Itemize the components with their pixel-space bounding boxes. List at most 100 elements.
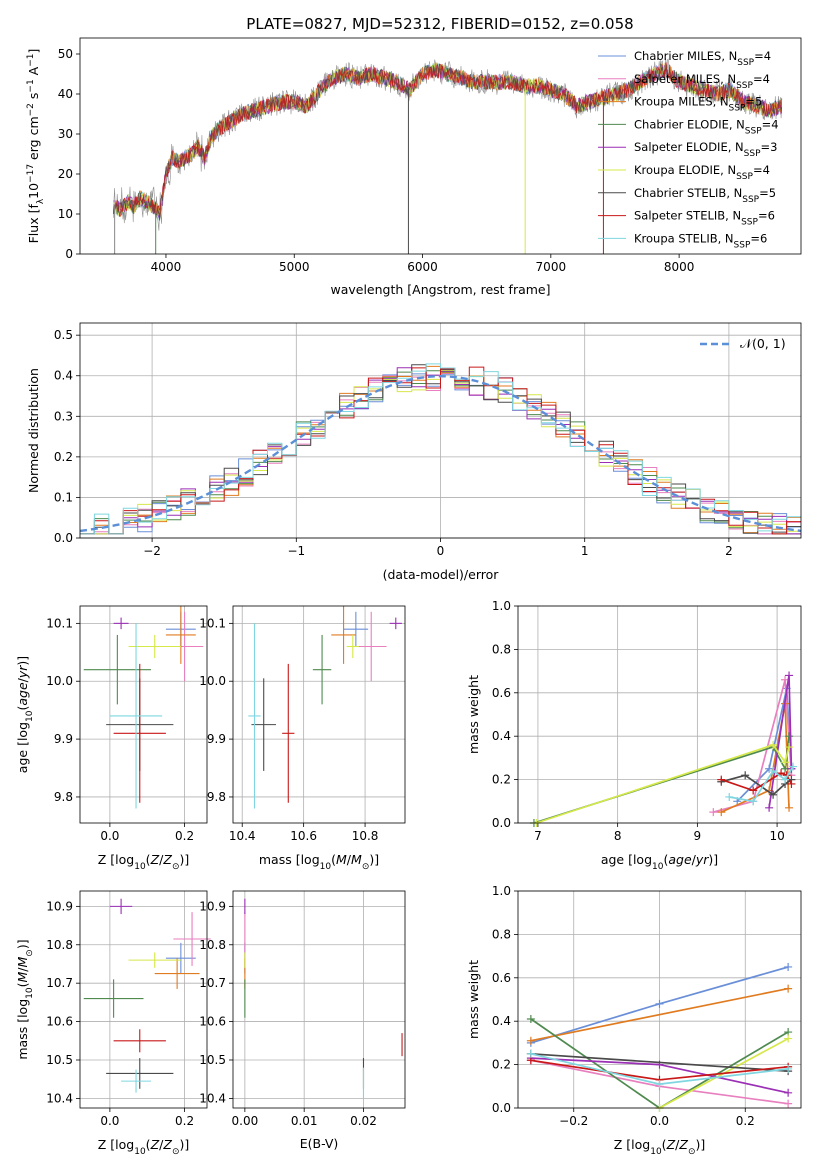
y-tick-label: 30 <box>58 127 73 141</box>
panel-spectrum: 4000 5000 6000 7000 8000 0 10 20 30 40 50 wavelengt… <box>26 37 802 297</box>
y-tick-label: 0.5 <box>54 328 73 342</box>
x-tick-label: −1 <box>287 544 305 558</box>
weight-marker <box>789 762 798 771</box>
y-tick-label: 10.5 <box>199 1053 226 1067</box>
weight-marker <box>784 1099 793 1108</box>
x-tick-label: 9 <box>694 829 702 843</box>
weight-marker <box>717 775 726 784</box>
x-axis-label: (data-model)/error <box>383 567 500 582</box>
plot-area <box>248 606 402 809</box>
weight-marker <box>784 1064 793 1073</box>
y-tick-label: 1.0 <box>492 884 511 898</box>
histogram-step <box>80 369 801 535</box>
model-spectrum-line <box>113 63 783 217</box>
y-tick-label: 0.4 <box>492 1014 511 1028</box>
x-axis-label: wavelength [Angstrom, rest frame] <box>330 282 550 297</box>
y-tick-label: 10.6 <box>199 1015 226 1029</box>
x-tick-label: 0.02 <box>350 1114 377 1128</box>
panel-mass-age: 10.4 10.6 10.8 9.8 9.9 10.0 10.1 mass [log10(M/… <box>199 605 406 872</box>
weight-marker <box>655 1080 664 1089</box>
x-tick-label: 10.8 <box>352 829 379 843</box>
y-tick-label: 10.4 <box>46 1091 73 1105</box>
axes-frame <box>232 605 406 824</box>
weight-marker <box>781 758 790 767</box>
weight-marker <box>785 671 794 680</box>
legend: Chabrier MILES, NSSP=4 Salpeter MILES, NS… <box>598 49 779 250</box>
legend-label: Kroupa MILES, NSSP=5 <box>634 95 762 114</box>
weight-marker <box>769 766 778 775</box>
weight-marker <box>785 803 794 812</box>
y-tick-label: 10.1 <box>46 616 73 630</box>
x-tick-label: 0.2 <box>736 1114 755 1128</box>
weight-line <box>536 743 790 824</box>
panel-Z-weight: −0.2 0.0 0.2 0.0 0.2 0.4 0.6 0.8 1.0 mass weight Z… <box>466 884 802 1157</box>
weight-line <box>530 1052 789 1072</box>
panel-age-weight: 7 8 9 10 0.0 0.2 0.4 0.6 0.8 1.0 mass weight age [l… <box>466 599 802 872</box>
weight-marker <box>709 808 718 817</box>
weight-marker <box>526 1049 535 1058</box>
model-spectrum-line <box>113 62 783 221</box>
x-tick-label: 1 <box>581 544 589 558</box>
y-tick-label: 20 <box>58 167 73 181</box>
plot-area <box>529 671 798 827</box>
y-tick-label: 9.9 <box>54 732 73 746</box>
weight-marker <box>781 775 790 784</box>
y-tick-label: 9.8 <box>207 790 226 804</box>
weight-marker <box>765 803 774 812</box>
plot-area <box>83 898 211 1093</box>
x-tick-label: 0 <box>437 544 445 558</box>
weight-marker <box>784 1088 793 1097</box>
y-tick-label: 10 <box>58 207 73 221</box>
weight-marker <box>785 732 794 741</box>
axes-frame <box>517 890 802 1109</box>
y-tick-label: 0 <box>65 247 73 261</box>
weight-marker <box>787 779 796 788</box>
legend-label: Kroupa ELODIE, NSSP=4 <box>634 163 770 182</box>
weight-marker <box>749 786 758 795</box>
weight-marker <box>526 1036 535 1045</box>
x-tick-label: 0.0 <box>650 1114 669 1128</box>
panel-ebv-mass: 0.00 0.01 0.02 10.4 10.5 10.6 10.7 10.8 10.9 E(B-… <box>199 890 406 1151</box>
x-tick-label: 0.0 <box>100 829 119 843</box>
x-tick-label: 10.4 <box>229 829 256 843</box>
axes-frame <box>79 322 802 539</box>
y-tick-label: 0.4 <box>492 729 511 743</box>
y-tick-label: 50 <box>58 47 73 61</box>
weight-marker <box>769 740 778 749</box>
y-tick-label: 0.2 <box>492 1058 511 1072</box>
legend-label: Chabrier STELIB, NSSP=5 <box>634 186 776 205</box>
x-tick-label: 8 <box>614 829 622 843</box>
y-tick-label: 10.7 <box>199 976 226 990</box>
weight-marker <box>749 797 758 806</box>
axes-frame <box>79 37 802 255</box>
y-tick-label: 0.8 <box>492 927 511 941</box>
x-axis-label: Z [log10(Z/Z⊙)] <box>98 852 190 872</box>
y-tick-label: 0.0 <box>492 816 511 830</box>
y-tick-label: 0.2 <box>492 773 511 787</box>
weight-marker <box>725 792 734 801</box>
axes-frame <box>79 605 208 824</box>
y-tick-label: 10.4 <box>199 1091 226 1105</box>
weight-marker <box>741 771 750 780</box>
legend-label: Salpeter ELODIE, NSSP=3 <box>634 140 777 159</box>
y-axis-label: Normed distribution <box>26 368 41 493</box>
y-tick-label: 0.6 <box>492 971 511 985</box>
y-axis-label: mass weight <box>466 960 481 1039</box>
legend-label: Chabrier ELODIE, NSSP=4 <box>634 117 779 136</box>
legend-label: 𝒩(0, 1) <box>740 336 786 351</box>
plots-layer: 4000 5000 6000 7000 800001020304050wavelengt… <box>15 37 802 1157</box>
x-axis-label: Z [log10(Z/Z⊙)] <box>98 1137 190 1157</box>
panel-Z-age: 0.0 0.2 9.8 9.9 10.0 10.1 Z [log10(Z/Z⊙)] age [… <box>15 605 208 872</box>
y-tick-label: 0.6 <box>492 686 511 700</box>
y-axis-label: Flux [fλ10−17 erg cm−2 s−1 A−1] <box>26 49 46 244</box>
x-tick-label: 0.2 <box>175 1114 194 1128</box>
legend-label: Salpeter STELIB, NSSP=6 <box>634 209 775 228</box>
y-tick-label: 10.8 <box>46 938 73 952</box>
x-tick-label: 7 <box>534 829 542 843</box>
weight-marker <box>717 808 726 817</box>
plot-area <box>113 58 783 254</box>
weight-marker <box>785 743 794 752</box>
x-tick-label: 4000 <box>151 260 182 274</box>
y-tick-label: 0.0 <box>54 531 73 545</box>
panel-residuals: −2 −1 0 1 2 0.0 0.1 0.2 0.3 0.4 0.5 (data-model)/er… <box>26 322 802 582</box>
